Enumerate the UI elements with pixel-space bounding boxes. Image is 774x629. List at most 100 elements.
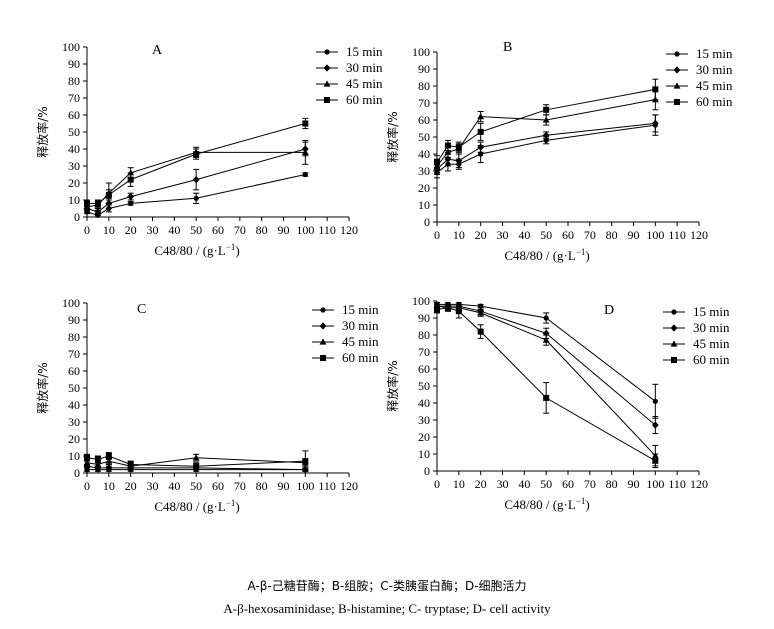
panel-b-data-point xyxy=(444,142,451,149)
panel-b-data-point xyxy=(455,144,462,151)
panel-c-legend-marker xyxy=(319,338,327,345)
panel-b-x-tick-label: 20 xyxy=(475,228,487,242)
panel-a-x-tick-label: 90 xyxy=(278,223,290,237)
panel-d-x-tick-label: 10 xyxy=(453,477,465,491)
panel-a-y-tick-label: 40 xyxy=(68,142,80,156)
panel-b-x-tick-label: 40 xyxy=(518,228,530,242)
panel-d-y-tick-label: 50 xyxy=(418,379,430,393)
panel-c-legend-marker xyxy=(319,322,327,330)
panel-c-x-tick-label: 90 xyxy=(278,479,290,493)
panel-c-data-point xyxy=(83,459,91,466)
panel-d-series-4 xyxy=(434,303,659,469)
panel-b-data-point xyxy=(477,143,485,151)
panel-c-data-point xyxy=(105,457,113,464)
panel-b-y-tick-label: 0 xyxy=(424,215,430,229)
panel-a-x-tick-label: 0 xyxy=(84,223,90,237)
panel-c-x-axis-title: C48/80 / (g·L−1) xyxy=(154,498,239,514)
panel-d-y-tick-label: 20 xyxy=(418,430,430,444)
panel-b: 0 10 20 30 40 50 60 70 80 90 100 0 10 20 30 40 50 60 70 80 9… xyxy=(385,40,733,263)
panel-a-data-point xyxy=(193,195,199,201)
panel-d-y-tick-label: 70 xyxy=(418,345,430,359)
panel-c-y-tick-label: 100 xyxy=(62,296,80,310)
panel-d-x-tick-label: 40 xyxy=(518,477,530,491)
panel-b-data-point xyxy=(455,157,463,165)
panel-d-data-point xyxy=(652,457,659,464)
panel-c-legend-marker xyxy=(320,355,326,361)
panel-d-x-tick-label: 60 xyxy=(562,477,574,491)
panel-c-x-tick-label: 60 xyxy=(212,479,224,493)
panel-b-legend-marker xyxy=(673,82,681,89)
panel-c-x-tick-label: 120 xyxy=(340,479,358,493)
panel-d-x-tick-label: 90 xyxy=(628,477,640,491)
panel-b-y-tick-label: 60 xyxy=(418,113,430,127)
panel-a-y-tick-label: 10 xyxy=(68,193,80,207)
panel-d-x-tick-label: 20 xyxy=(475,477,487,491)
panel-d-y-tick-label: 100 xyxy=(412,294,430,308)
panel-a-x-tick-label: 20 xyxy=(125,223,137,237)
panel-b-x-tick-label: 30 xyxy=(497,228,509,242)
panel-d-data-point xyxy=(455,308,462,315)
panel-b-series-4 xyxy=(434,78,659,170)
panel-a-data-point xyxy=(94,200,101,207)
panel-a-legend-marker xyxy=(323,80,331,87)
panel-a-x-tick-label: 30 xyxy=(147,223,159,237)
panel-b-legend-label: 30 min xyxy=(696,62,733,77)
panel-c-x-tick-label: 30 xyxy=(147,479,159,493)
panel-c-data-point xyxy=(84,454,90,461)
panel-a-x-tick-label: 60 xyxy=(212,223,224,237)
panel-a-y-tick-label: 80 xyxy=(68,74,80,88)
panel-b-x-tick-label: 120 xyxy=(690,228,708,242)
panel-b-data-point xyxy=(542,116,550,123)
panel-b-x-tick-label: 60 xyxy=(562,228,574,242)
panel-a-data-point xyxy=(127,193,135,201)
panel-a-y-tick-label: 50 xyxy=(68,125,80,139)
panel-b-legend-marker xyxy=(674,99,680,105)
panel-a-x-tick-label: 100 xyxy=(296,223,314,237)
panel-d-y-tick-label: 90 xyxy=(418,311,430,325)
panel-b-x-tick-label: 10 xyxy=(453,228,465,242)
panel-a-x-tick-label: 110 xyxy=(318,223,336,237)
panel-c-series-line xyxy=(86,457,306,467)
panel-a-data-point xyxy=(127,176,134,183)
panel-c-x-tick-label: 50 xyxy=(190,479,202,493)
panel-d-y-tick-label: 30 xyxy=(418,413,430,427)
panel-b-y-tick-label: 30 xyxy=(418,164,430,178)
panel-c-y-tick-label: 80 xyxy=(68,330,80,344)
panel-c-y-tick-label: 90 xyxy=(68,313,80,327)
panel-c-y-tick-label: 50 xyxy=(68,381,80,395)
panel-c-data-point xyxy=(105,453,112,459)
panel-c-y-axis-title: 释放率/% xyxy=(35,362,50,413)
panel-a-data-point xyxy=(192,176,200,184)
panel-c-x-tick-label: 10 xyxy=(103,479,115,493)
panel-b-series-line xyxy=(436,88,656,163)
caption-chinese: A-β-己糖苷酶；B-组胺；C-类胰蛋白酶；D-细胞活力 xyxy=(247,579,527,593)
panel-a-y-tick-label: 90 xyxy=(68,57,80,71)
panel-d-data-point xyxy=(543,394,550,401)
panel-a-series-line xyxy=(87,123,306,204)
panel-a-data-point xyxy=(302,171,308,178)
panel-d-y-tick-label: 40 xyxy=(418,396,430,410)
panel-a-y-axis-title: 释放率/% xyxy=(35,106,50,157)
panel-b-y-tick-label: 50 xyxy=(418,130,430,144)
panel-c-series-4 xyxy=(84,450,309,472)
panel-c-x-tick-label: 80 xyxy=(256,479,268,493)
panel-d-data-point xyxy=(444,304,451,311)
panel-d-x-tick-label: 50 xyxy=(540,477,552,491)
panel-c-y-tick-label: 60 xyxy=(68,364,80,378)
panel-a-y-tick-label: 30 xyxy=(68,159,80,173)
panel-d-data-point xyxy=(477,309,485,316)
panel-a-y-tick-label: 100 xyxy=(62,40,80,54)
panel-b-data-point xyxy=(477,113,485,120)
panel-b-y-axis-title: 释放率/% xyxy=(385,111,400,162)
panel-a-x-axis-title: C48/80 / (g·L−1) xyxy=(154,242,239,258)
panel-a-y-tick-label: 0 xyxy=(74,210,80,224)
panel-a-x-tick-label: 50 xyxy=(190,223,202,237)
panel-b-legend-label: 15 min xyxy=(696,46,733,61)
panel-d-legend-marker xyxy=(671,309,677,315)
panel-d-data-point xyxy=(652,398,658,404)
panel-c-x-tick-label: 0 xyxy=(84,479,90,493)
panel-a-legend-marker xyxy=(323,64,331,72)
panel-c-x-tick-label: 20 xyxy=(125,479,137,493)
panel-d-x-tick-label: 120 xyxy=(690,477,708,491)
panel-a-series-4 xyxy=(84,117,309,208)
